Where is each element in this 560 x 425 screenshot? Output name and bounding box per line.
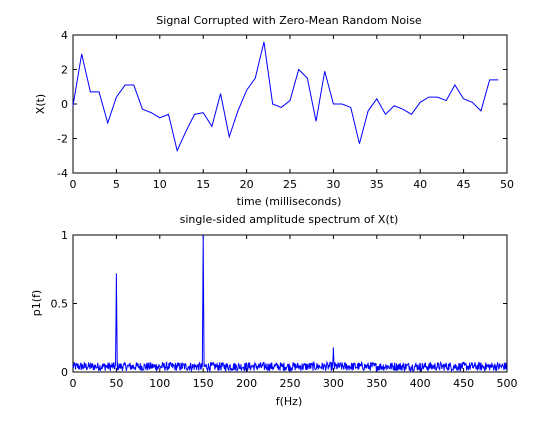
time-plot-xtick-label: 10: [153, 178, 167, 191]
time-plot-xtick-label: 50: [500, 178, 514, 191]
spectrum-plot-title: single-sided amplitude spectrum of X(t): [180, 213, 399, 226]
time-plot-xtick-label: 5: [113, 178, 120, 191]
time-plot-xtick-label: 25: [283, 178, 297, 191]
spectrum-plot-axes-frame: [72, 234, 508, 373]
spectrum-plot-xtick-label: 450: [453, 377, 474, 390]
time-plot-xtick-label: 35: [370, 178, 384, 191]
time-plot-xtick-label: 20: [240, 178, 254, 191]
time-plot-ytick-label: 2: [61, 64, 68, 77]
time-plot-ytick-label: -2: [57, 133, 68, 146]
spectrum-plot-xtick-label: 350: [366, 377, 387, 390]
time-signal-line: [72, 41, 499, 153]
spectrum-plot-ytick-label: 0.5: [51, 298, 69, 311]
spectrum-plot-ytick-label: 0: [61, 366, 68, 379]
spectrum-plot-xtick-label: 50: [109, 377, 123, 390]
time-plot-ticks: 0 5 10 15 20 25 30 35 40 45 50 -4 -2 0 2 4: [57, 29, 514, 191]
time-plot-xtick-label: 45: [457, 178, 471, 191]
time-plot-ytick-label: -4: [57, 167, 68, 180]
time-plot-xtick-label: 40: [413, 178, 427, 191]
time-plot-ytick-label: 4: [61, 29, 68, 42]
time-plot-xtick-label: 30: [326, 178, 340, 191]
spectrum-plot-xlabel: f(Hz): [276, 395, 303, 408]
spectrum-plot-ylabel: p1(f): [30, 290, 43, 316]
time-plot-xlabel: time (milliseconds): [237, 195, 342, 208]
time-plot-xtick-label: 15: [196, 178, 210, 191]
time-plot-ytick-label: 0: [61, 98, 68, 111]
time-plot-title: Signal Corrupted with Zero-Mean Random N…: [156, 14, 422, 27]
spectrum-plot-ticks: 0 50 100 150 200 250 300 350 400 450 500 0 0.5 1: [51, 229, 518, 390]
spectrum-plot-xtick-label: 500: [497, 377, 518, 390]
time-plot-ylabel: X(t): [34, 94, 47, 114]
spectrum-plot-xtick-label: 100: [149, 377, 170, 390]
spectrum-plot-ytick-label: 1: [61, 229, 68, 242]
spectrum-plot-xtick-label: 0: [70, 377, 77, 390]
time-plot: Signal Corrupted with Zero-Mean Random N…: [34, 14, 514, 208]
spectrum-line: [72, 234, 508, 373]
spectrum-plot-xtick-label: 200: [236, 377, 257, 390]
spectrum-plot-xtick-label: 400: [410, 377, 431, 390]
time-plot-xtick-label: 0: [70, 178, 77, 191]
spectrum-plot-xtick-label: 250: [280, 377, 301, 390]
spectrum-plot-xtick-label: 300: [323, 377, 344, 390]
spectrum-plot-xtick-label: 150: [193, 377, 214, 390]
time-plot-axes-frame: [72, 34, 508, 174]
spectrum-plot: single-sided amplitude spectrum of X(t) …: [30, 213, 518, 408]
